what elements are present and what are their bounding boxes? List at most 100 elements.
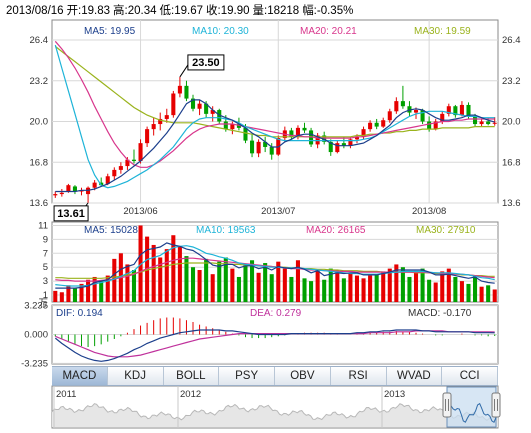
quote-high: 高:20.34 xyxy=(113,5,157,17)
volume-bar xyxy=(217,261,222,302)
candle-body xyxy=(118,166,123,170)
volume-bar xyxy=(177,246,182,302)
price-tick-left: 13.6 xyxy=(30,198,49,209)
candle-body xyxy=(269,146,274,155)
volume-bar xyxy=(125,264,130,302)
volume-bar xyxy=(420,268,425,302)
volume-bar xyxy=(374,274,379,302)
overview-year-label: 2012 xyxy=(180,389,201,400)
volume-bar xyxy=(407,276,412,302)
candle-body xyxy=(486,121,491,125)
high-annotation-box xyxy=(187,54,225,71)
candle-body xyxy=(204,103,209,114)
candle-body xyxy=(131,159,137,161)
overview-right-handle[interactable] xyxy=(491,392,501,418)
overview-left-handle[interactable] xyxy=(442,392,452,418)
candle-body xyxy=(433,121,438,130)
candle-body xyxy=(381,120,386,127)
tab-kdj[interactable]: KDJ xyxy=(107,367,164,385)
volume-bar xyxy=(145,236,150,302)
volume-bar xyxy=(381,271,386,302)
tab-rsi[interactable]: RSI xyxy=(330,367,387,385)
volume-bar xyxy=(184,256,189,302)
candle-body xyxy=(413,110,419,113)
candle-body xyxy=(158,118,163,125)
tab-boll[interactable]: BOLL xyxy=(163,367,220,385)
candle-body xyxy=(361,129,366,137)
price-legend-ma30: MA30: 19.59 xyxy=(414,26,471,37)
candle-body xyxy=(354,136,360,140)
candle-body xyxy=(453,106,458,116)
volume-unit-label: 万 xyxy=(38,298,48,309)
high-annotation-label: 23.50 xyxy=(192,57,220,69)
candle-body xyxy=(374,122,379,127)
macd-legend-dea: DEA: 0.279 xyxy=(250,308,302,319)
candle-body xyxy=(184,85,189,99)
candle-body xyxy=(125,159,130,167)
candle-body xyxy=(440,113,445,122)
candle-body xyxy=(466,104,471,117)
candle-body xyxy=(99,182,104,186)
volume-bar xyxy=(230,268,235,302)
candle-body xyxy=(86,187,91,195)
candle-body xyxy=(190,98,196,109)
tab-obv[interactable]: OBV xyxy=(275,367,331,385)
volume-bar xyxy=(210,274,215,302)
overview-year-label: 2013 xyxy=(384,389,405,400)
price-tick-right: 26.4 xyxy=(502,35,521,46)
price-tick-right: 23.2 xyxy=(502,76,521,87)
price-tick-right: 20.0 xyxy=(502,117,521,128)
date-tick-label: 2013/07 xyxy=(261,206,295,217)
candle-body xyxy=(112,169,117,177)
volume-bar xyxy=(92,276,97,302)
volume-tick: 1 xyxy=(43,290,48,301)
tab-cci[interactable]: CCI xyxy=(442,367,498,385)
volume-bar xyxy=(341,278,346,302)
quote-change: 幅:-0.35% xyxy=(302,5,354,17)
macd-tick: 3.235 xyxy=(24,301,48,312)
volume-bar xyxy=(269,274,274,302)
quote-header: 2013/08/16 开:19.83 高:20.34 低:19.67 收:19.90 量:… xyxy=(6,2,356,18)
candle-body xyxy=(210,110,215,114)
volume-bar xyxy=(309,281,314,302)
quote-volume: 量:18218 xyxy=(252,5,300,17)
high-annotation-pointer xyxy=(179,64,189,78)
candle-body xyxy=(473,116,478,125)
price-tick-left: 16.8 xyxy=(30,157,49,168)
volume-tick: 7 xyxy=(43,248,48,259)
candle-body xyxy=(492,122,497,124)
candle-body xyxy=(66,185,71,192)
volume-bar xyxy=(453,276,458,302)
volume-bar xyxy=(473,275,478,302)
indicator-tabs: MACD KDJ BOLL PSY OBV RSI WVAD CCI xyxy=(52,366,498,386)
tab-macd[interactable]: MACD xyxy=(52,367,108,385)
candle-body xyxy=(197,103,202,109)
quote-date: 2013/08/16 xyxy=(6,5,64,17)
volume-bar xyxy=(387,268,392,302)
volume-legend-ma30: MA30: 27910 xyxy=(416,225,476,236)
volume-bar xyxy=(59,292,64,302)
volume-tick: 3 xyxy=(43,276,48,287)
volume-bar xyxy=(204,258,209,302)
candle-body xyxy=(53,194,58,196)
volume-bar xyxy=(446,268,451,302)
volume-ma10-line xyxy=(55,245,495,287)
volume-bar xyxy=(322,279,327,302)
candle-body xyxy=(171,93,176,116)
volume-bar xyxy=(486,285,491,302)
volume-legend-ma20: MA20: 26165 xyxy=(306,225,366,236)
candle-body xyxy=(263,141,268,147)
tab-psy[interactable]: PSY xyxy=(219,367,275,385)
candle-body xyxy=(236,124,241,128)
volume-bar xyxy=(440,271,445,302)
volume-bar xyxy=(394,264,399,302)
volume-bar xyxy=(315,270,320,302)
volume-bar xyxy=(99,281,104,302)
candle-body xyxy=(151,124,156,130)
candle-body xyxy=(145,129,150,144)
volume-legend-ma10: MA10: 19563 xyxy=(196,225,256,236)
candle-body xyxy=(72,186,77,192)
tab-wvad[interactable]: WVAD xyxy=(386,367,443,385)
price-tick-right: 13.6 xyxy=(502,198,521,209)
